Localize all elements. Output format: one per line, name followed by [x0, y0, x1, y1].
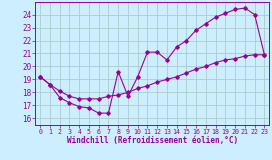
X-axis label: Windchill (Refroidissement éolien,°C): Windchill (Refroidissement éolien,°C) — [67, 136, 238, 145]
